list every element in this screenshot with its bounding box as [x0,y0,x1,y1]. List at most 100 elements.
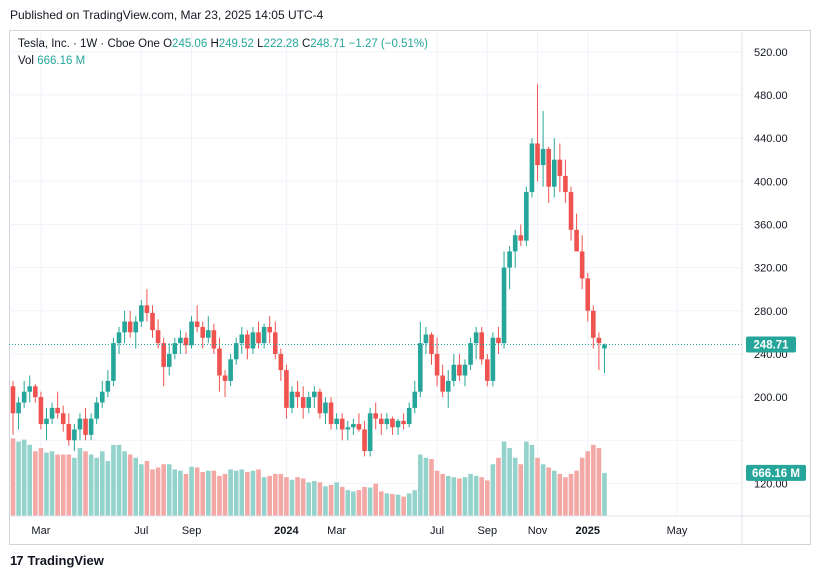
candle-body[interactable] [295,391,300,398]
candle-body[interactable] [440,375,445,392]
candle-body[interactable] [289,391,295,408]
candle-body[interactable] [579,251,585,279]
candle-body[interactable] [245,334,250,349]
candle-body[interactable] [206,330,211,338]
candle-body[interactable] [116,332,122,344]
candle-body[interactable] [457,364,462,376]
candle-body[interactable] [418,343,423,392]
candle-body[interactable] [44,418,49,425]
candle-body[interactable] [172,343,178,354]
candle-body[interactable] [406,407,412,425]
candle-body[interactable] [139,305,144,322]
candle-body[interactable] [518,235,524,241]
candle-body[interactable] [66,424,72,441]
candle-body[interactable] [161,343,166,367]
candle-body[interactable] [38,397,44,425]
candle-body[interactable] [384,418,390,425]
candle-body[interactable] [312,391,317,398]
candle-body[interactable] [317,391,323,414]
candle-body[interactable] [300,397,306,408]
candle-body[interactable] [496,337,501,344]
candle-body[interactable] [551,159,557,187]
candle-body[interactable] [217,348,222,376]
candle-body[interactable] [239,334,245,344]
candle-body[interactable] [166,353,172,367]
candle-body[interactable] [429,334,434,354]
candle-body[interactable] [512,235,518,252]
candle-body[interactable] [150,312,155,331]
candle-body[interactable] [33,386,38,398]
candle-body[interactable] [60,413,66,425]
candle-body[interactable] [233,343,239,360]
candle-body[interactable] [535,143,540,166]
candle-body[interactable] [507,251,512,268]
candle-body[interactable] [591,310,596,338]
candle-body[interactable] [200,326,206,338]
candle-body[interactable] [445,380,451,392]
candle-body[interactable] [183,337,189,346]
candle-body[interactable] [585,278,591,311]
candle-body[interactable] [27,386,33,392]
candle-body[interactable] [473,332,479,344]
candle-body[interactable] [133,321,139,333]
candle-body[interactable] [21,391,27,403]
candle-body[interactable] [423,334,429,344]
candle-body[interactable] [434,353,440,376]
candle-body[interactable] [401,420,406,425]
candle-body[interactable] [272,332,278,354]
candle-body[interactable] [127,321,133,333]
candle-body[interactable] [602,344,607,349]
candle-body[interactable] [501,267,507,344]
price-chart[interactable]: 120.00200.00240.00280.00320.00360.00400.… [9,30,811,545]
candle-body[interactable] [339,418,345,430]
footer-brand[interactable]: 17 TradingView [10,553,104,568]
candle-body[interactable] [529,143,535,193]
candle-body[interactable] [367,413,373,452]
candle-body[interactable] [479,332,485,360]
candle-body[interactable] [144,305,150,313]
candle-body[interactable] [228,359,233,381]
candle-body[interactable] [122,321,127,333]
candle-body[interactable] [596,337,602,344]
candle-body[interactable] [72,429,77,441]
candle-body[interactable] [222,375,228,381]
candle-body[interactable] [574,229,579,252]
candle-body[interactable] [55,407,60,414]
candle-body[interactable] [83,418,88,435]
candle-body[interactable] [284,370,289,408]
candle-body[interactable] [395,420,401,428]
candle-body[interactable] [524,192,529,241]
candle-body[interactable] [250,332,256,349]
candle-body[interactable] [334,418,339,425]
candle-body[interactable] [105,380,111,392]
candle-body[interactable] [546,148,551,187]
candle-body[interactable] [490,337,496,381]
candle-body[interactable] [178,337,183,344]
candle-body[interactable] [345,427,351,430]
candle-body[interactable] [323,402,328,414]
candle-body[interactable] [94,402,99,419]
candle-body[interactable] [412,391,418,408]
candle-body[interactable] [378,418,384,425]
candle-body[interactable] [211,330,217,349]
candle-body[interactable] [99,391,105,403]
candle-body[interactable] [194,321,200,327]
candle-body[interactable] [261,326,267,344]
candle-body[interactable] [390,418,395,428]
candle-body[interactable] [373,413,378,419]
legend-symbol[interactable]: Tesla, Inc. · 1W · Cboe One [18,38,160,50]
candle-body[interactable] [362,429,367,452]
candle-body[interactable] [557,159,563,176]
candle-body[interactable] [563,175,568,193]
candle-body[interactable] [16,402,21,414]
candle-body[interactable] [351,424,356,428]
candle-body[interactable] [256,332,261,344]
candle-body[interactable] [278,353,284,371]
candle-body[interactable] [356,424,362,430]
candle-body[interactable] [468,343,473,365]
candle-body[interactable] [111,343,116,381]
candle-body[interactable] [306,397,312,408]
candle-body[interactable] [189,321,194,346]
candle-body[interactable] [10,386,16,414]
candle-body[interactable] [328,402,334,425]
